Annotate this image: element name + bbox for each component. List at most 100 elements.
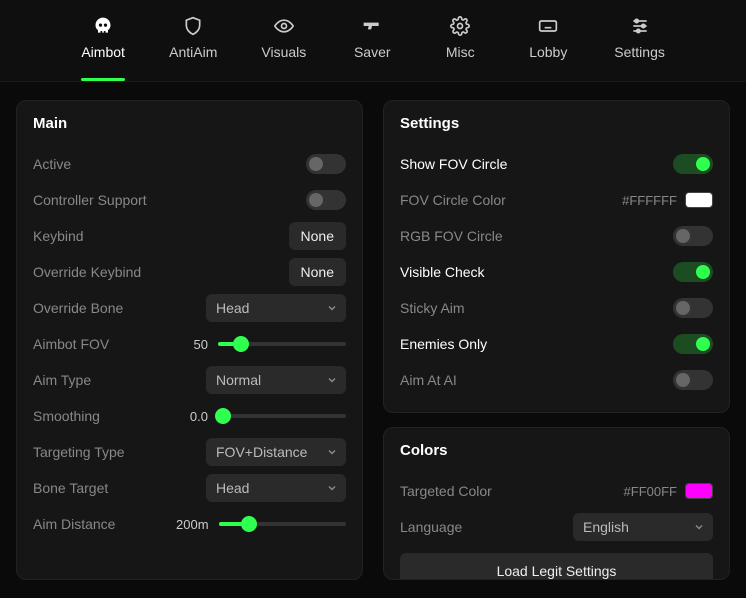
panel-title-settings: Settings <box>400 115 713 132</box>
keyboard-icon <box>538 16 558 36</box>
row-bone-target: Bone Target Head <box>33 470 346 506</box>
nav-tab-visuals[interactable]: Visuals <box>253 12 314 81</box>
right-column: Settings Show FOV Circle FOV Circle Colo… <box>383 100 730 580</box>
label-targeted-color: Targeted Color <box>400 483 614 499</box>
select-aim-type[interactable]: Normal <box>206 366 346 394</box>
row-enemies-only: Enemies Only <box>400 326 713 362</box>
select-override-bone[interactable]: Head <box>206 294 346 322</box>
row-show-fov: Show FOV Circle <box>400 146 713 182</box>
value-aimbot-fov: 50 <box>176 337 208 352</box>
hex-fov-color: #FFFFFF <box>622 193 677 208</box>
row-targeting-type: Targeting Type FOV+Distance <box>33 434 346 470</box>
label-bone-target: Bone Target <box>33 480 196 496</box>
override-keybind-value[interactable]: None <box>289 258 346 286</box>
chevron-down-icon <box>326 446 338 458</box>
nav-tab-saver[interactable]: Saver <box>342 12 402 81</box>
slider-aim-distance[interactable] <box>219 522 346 526</box>
row-targeted-color: Targeted Color #FF00FF <box>400 473 713 509</box>
nav-label: Misc <box>446 44 475 60</box>
select-value: Normal <box>216 372 261 388</box>
label-smoothing: Smoothing <box>33 408 166 424</box>
row-active: Active <box>33 146 346 182</box>
row-controller: Controller Support <box>33 182 346 218</box>
toggle-sticky-aim[interactable] <box>673 298 713 318</box>
row-aimbot-fov: Aimbot FOV 50 <box>33 326 346 362</box>
row-override-keybind: Override Keybind None <box>33 254 346 290</box>
nav-label: AntiAim <box>169 44 217 60</box>
label-aimbot-fov: Aimbot FOV <box>33 336 166 352</box>
nav-label: Visuals <box>261 44 306 60</box>
sliders-icon <box>630 16 650 36</box>
colors-panel: Colors Targeted Color #FF00FF Language E… <box>383 427 730 580</box>
value-aim-distance: 200m <box>176 517 209 532</box>
value-smoothing: 0.0 <box>176 409 208 424</box>
panel-title-main: Main <box>33 115 346 132</box>
label-visible-check: Visible Check <box>400 264 663 280</box>
swatch-targeted[interactable] <box>685 483 713 499</box>
toggle-aim-ai[interactable] <box>673 370 713 390</box>
row-sticky-aim: Sticky Aim <box>400 290 713 326</box>
content-area: Main Active Controller Support Keybind N… <box>0 82 746 598</box>
label-active: Active <box>33 156 296 172</box>
label-aim-type: Aim Type <box>33 372 196 388</box>
toggle-rgb-fov[interactable] <box>673 226 713 246</box>
toggle-active[interactable] <box>306 154 346 174</box>
label-targeting-type: Targeting Type <box>33 444 196 460</box>
left-column: Main Active Controller Support Keybind N… <box>16 100 363 580</box>
top-nav: Aimbot AntiAim Visuals Saver Misc Lobby <box>0 0 746 82</box>
slider-aimbot-fov[interactable] <box>218 342 346 346</box>
row-keybind: Keybind None <box>33 218 346 254</box>
nav-tab-lobby[interactable]: Lobby <box>518 12 578 81</box>
nav-label: Aimbot <box>81 44 125 60</box>
label-rgb-fov: RGB FOV Circle <box>400 228 663 244</box>
row-rgb-fov: RGB FOV Circle <box>400 218 713 254</box>
select-value: FOV+Distance <box>216 444 307 460</box>
select-value: English <box>583 519 629 535</box>
label-show-fov: Show FOV Circle <box>400 156 663 172</box>
row-aim-ai: Aim At AI <box>400 362 713 398</box>
skull-icon <box>93 16 113 36</box>
row-language: Language English <box>400 509 713 545</box>
label-controller: Controller Support <box>33 192 296 208</box>
row-aim-distance: Aim Distance 200m <box>33 506 346 542</box>
main-panel: Main Active Controller Support Keybind N… <box>16 100 363 580</box>
hex-targeted: #FF00FF <box>624 484 677 499</box>
row-override-bone: Override Bone Head <box>33 290 346 326</box>
select-value: Head <box>216 480 249 496</box>
select-bone-target[interactable]: Head <box>206 474 346 502</box>
row-fov-color: FOV Circle Color #FFFFFF <box>400 182 713 218</box>
label-aim-ai: Aim At AI <box>400 372 663 388</box>
nav-tab-misc[interactable]: Misc <box>430 12 490 81</box>
keybind-value[interactable]: None <box>289 222 346 250</box>
label-override-bone: Override Bone <box>33 300 196 316</box>
label-enemies-only: Enemies Only <box>400 336 663 352</box>
select-language[interactable]: English <box>573 513 713 541</box>
nav-tab-antiaim[interactable]: AntiAim <box>161 12 225 81</box>
nav-tab-aimbot[interactable]: Aimbot <box>73 12 133 81</box>
settings-panel: Settings Show FOV Circle FOV Circle Colo… <box>383 100 730 413</box>
label-fov-color: FOV Circle Color <box>400 192 612 208</box>
label-language: Language <box>400 519 563 535</box>
toggle-controller[interactable] <box>306 190 346 210</box>
label-aim-distance: Aim Distance <box>33 516 166 532</box>
row-visible-check: Visible Check <box>400 254 713 290</box>
nav-tab-settings[interactable]: Settings <box>606 12 673 81</box>
toggle-show-fov[interactable] <box>673 154 713 174</box>
swatch-fov-color[interactable] <box>685 192 713 208</box>
chevron-down-icon <box>326 374 338 386</box>
row-smoothing: Smoothing 0.0 <box>33 398 346 434</box>
toggle-enemies-only[interactable] <box>673 334 713 354</box>
nav-label: Saver <box>354 44 391 60</box>
nav-label: Settings <box>614 44 665 60</box>
toggle-visible-check[interactable] <box>673 262 713 282</box>
eye-icon <box>274 16 294 36</box>
slider-smoothing[interactable] <box>218 414 346 418</box>
label-sticky-aim: Sticky Aim <box>400 300 663 316</box>
select-value: Head <box>216 300 249 316</box>
panel-title-colors: Colors <box>400 442 713 459</box>
row-aim-type: Aim Type Normal <box>33 362 346 398</box>
select-targeting-type[interactable]: FOV+Distance <box>206 438 346 466</box>
chevron-down-icon <box>326 482 338 494</box>
load-legit-button[interactable]: Load Legit Settings <box>400 553 713 580</box>
nav-label: Lobby <box>529 44 567 60</box>
